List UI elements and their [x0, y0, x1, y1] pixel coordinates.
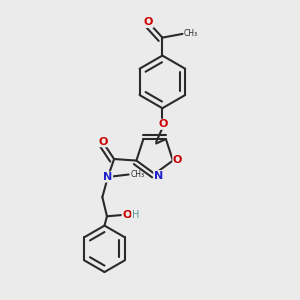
Text: O: O: [144, 17, 153, 27]
Text: O: O: [173, 154, 182, 165]
Text: O: O: [99, 137, 108, 147]
Text: H: H: [132, 210, 139, 220]
Text: CH₃: CH₃: [184, 29, 198, 38]
Text: N: N: [154, 171, 163, 181]
Text: O: O: [158, 119, 167, 129]
Text: O: O: [122, 210, 131, 220]
Text: N: N: [103, 172, 112, 182]
Text: CH₃: CH₃: [131, 170, 145, 179]
